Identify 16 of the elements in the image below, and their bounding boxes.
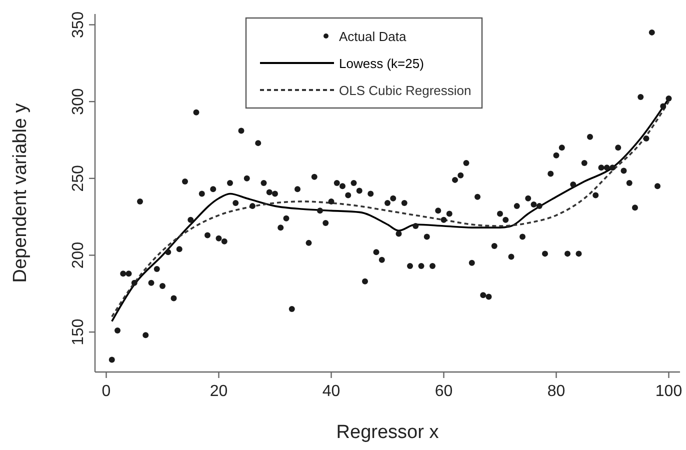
y-tick-label: 300 bbox=[70, 88, 87, 115]
x-tick-label: 40 bbox=[322, 383, 340, 400]
x-tick-label: 80 bbox=[547, 383, 566, 400]
y-tick-label: 200 bbox=[70, 242, 87, 269]
x-tick-label: 20 bbox=[210, 383, 228, 400]
legend-label: Actual Data bbox=[339, 29, 407, 44]
y-tick-label: 250 bbox=[70, 164, 87, 192]
y-axis-title: Dependent variable y bbox=[10, 102, 31, 283]
y-tick-label: 350 bbox=[70, 11, 87, 38]
x-tick-label: 100 bbox=[655, 383, 682, 400]
text: OLS Cubic Regression bbox=[339, 83, 472, 98]
text: Lowess (k=25) bbox=[339, 56, 424, 71]
y-tick-label: 150 bbox=[70, 318, 87, 346]
x-tick-label: 0 bbox=[102, 383, 111, 400]
x-axis-title: Regressor x bbox=[336, 422, 440, 443]
x-tick-label: 60 bbox=[434, 383, 453, 400]
